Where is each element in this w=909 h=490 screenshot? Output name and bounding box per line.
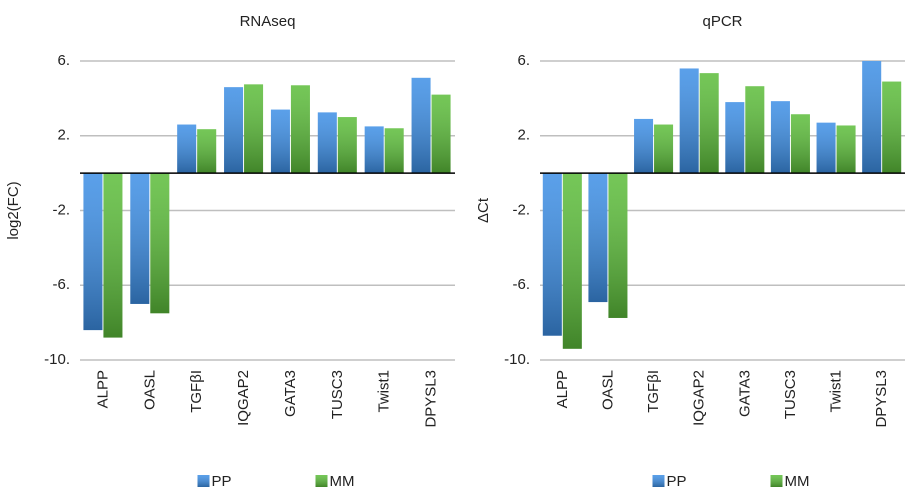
- bar: [224, 87, 244, 174]
- bar: [882, 81, 902, 174]
- y-tick-label: -10.: [44, 351, 70, 368]
- x-tick-label: TUSC3: [782, 370, 799, 419]
- legend-swatch-shade: [197, 475, 210, 487]
- bar: [862, 61, 882, 174]
- bar: [679, 68, 699, 174]
- bar: [337, 117, 357, 174]
- x-tick-label: ALPP: [94, 370, 111, 408]
- bar: [197, 129, 217, 174]
- bar: [608, 173, 628, 318]
- bar: [364, 126, 384, 174]
- bar: [270, 109, 290, 174]
- x-tick-label: TGFβI: [188, 370, 205, 413]
- bar: [431, 94, 451, 174]
- bar: [177, 124, 197, 174]
- x-tick-label: OASL: [599, 370, 616, 410]
- bar: [836, 125, 856, 174]
- bar: [542, 173, 562, 336]
- x-tick-label: DPYSL3: [423, 370, 440, 428]
- x-tick-label: DPYSL3: [873, 370, 890, 428]
- x-tick-label: Twist1: [376, 370, 393, 413]
- y-tick-label: -6.: [52, 276, 70, 293]
- y-axis-label: ΔCt: [475, 197, 492, 223]
- legend-swatch-shade: [770, 475, 783, 487]
- bar: [411, 77, 431, 174]
- bar: [588, 173, 608, 303]
- bar: [103, 173, 123, 338]
- bar: [790, 114, 810, 174]
- x-tick-label: ALPP: [554, 370, 571, 408]
- bar: [634, 118, 654, 174]
- y-tick-label: 6.: [517, 52, 530, 69]
- y-tick-label: -2.: [52, 201, 70, 218]
- legend-label: PP: [667, 473, 687, 490]
- x-tick-label: Twist1: [828, 370, 845, 413]
- legend-label: MM: [785, 473, 810, 490]
- legend-label: PP: [212, 473, 232, 490]
- y-axis-label: log2(FC): [5, 181, 22, 239]
- chart-title: qPCR: [702, 13, 742, 30]
- chart-title: RNAseq: [240, 13, 296, 30]
- bar: [384, 128, 404, 174]
- legend-label: MM: [330, 473, 355, 490]
- bar: [816, 122, 836, 174]
- legend-swatch-shade: [315, 475, 328, 487]
- bar: [562, 173, 582, 349]
- bar: [290, 85, 310, 174]
- x-tick-label: GATA3: [736, 370, 753, 417]
- bar: [699, 73, 719, 174]
- y-tick-label: -6.: [512, 276, 530, 293]
- bar: [130, 173, 150, 304]
- bar: [317, 112, 337, 174]
- bar: [150, 173, 170, 314]
- y-tick-label: -10.: [504, 351, 530, 368]
- y-tick-label: 2.: [517, 127, 530, 144]
- bar: [83, 173, 103, 331]
- x-tick-label: GATA3: [282, 370, 299, 417]
- bar: [770, 101, 790, 174]
- y-tick-label: 2.: [57, 127, 70, 144]
- bar: [654, 124, 674, 174]
- bar: [725, 102, 745, 174]
- y-tick-label: -2.: [512, 201, 530, 218]
- bar: [244, 84, 264, 174]
- x-tick-label: IQGAP2: [691, 370, 708, 426]
- x-tick-label: TUSC3: [329, 370, 346, 419]
- x-tick-label: TGFβI: [645, 370, 662, 413]
- legend-swatch-shade: [652, 475, 665, 487]
- y-tick-label: 6.: [57, 52, 70, 69]
- x-tick-label: OASL: [141, 370, 158, 410]
- x-tick-label: IQGAP2: [235, 370, 252, 426]
- bar: [745, 86, 765, 174]
